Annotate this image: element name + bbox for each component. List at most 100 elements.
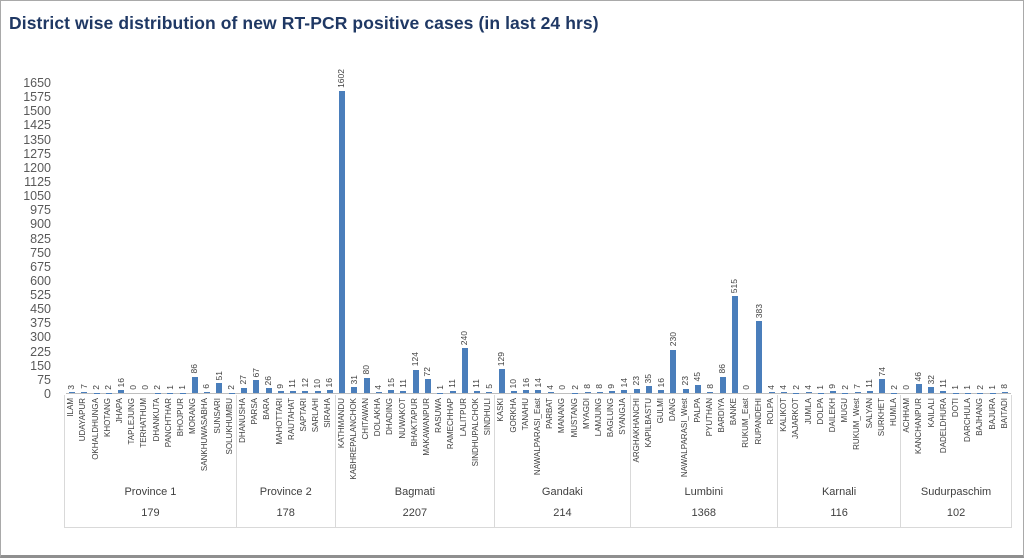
y-tick-label: 825 [30, 231, 51, 246]
district-label: BAGLUNG [605, 395, 617, 477]
district-label-text: BAITADI [999, 398, 1009, 429]
y-tick-label: 1650 [23, 76, 51, 90]
bar-column: 4 [373, 1, 385, 393]
district-label: DOLAKHA [372, 395, 384, 477]
bar-value-label: 23 [631, 376, 641, 386]
bar-column: 51 [213, 1, 225, 393]
bar-column: 2 [152, 1, 164, 393]
bar-column: 72 [422, 1, 434, 393]
bar-column: 23 [680, 1, 692, 393]
province-label: Province 1 [124, 486, 177, 498]
bar-value-label: 74 [876, 366, 887, 377]
bar-value-label: 14 [618, 377, 629, 388]
district-label-text: DAILEKH [827, 398, 837, 433]
district-label-text: TAPLEJUNG [127, 398, 137, 445]
bar-column: 9 [275, 1, 287, 393]
bar-column: 7 [78, 1, 90, 393]
district-label: GULMI [655, 395, 667, 477]
district-label-text: ACHHAM [902, 398, 912, 433]
bar-value-label: 12 [299, 378, 310, 388]
district-bar [326, 389, 333, 393]
bar-column: 515 [729, 1, 741, 393]
bar-value-label: 23 [680, 376, 691, 386]
district-label: GORKHA [507, 395, 519, 477]
district-label-text: SURKHET [876, 398, 886, 437]
district-label: LALITPUR [458, 395, 470, 477]
province-bar-group: 27 67 26 9 11 12 10 16 [238, 1, 336, 393]
province-total: 102 [946, 507, 966, 519]
district-bar [474, 390, 481, 393]
bar-value-label: 1 [815, 385, 826, 390]
y-tick-label: 75 [37, 372, 51, 387]
bar-value-label: 124 [410, 352, 421, 367]
province-label: Gandaki [541, 486, 583, 498]
district-label: PALPA [692, 395, 704, 477]
y-axis: 0 75 150 225 300 375 450 525 600 675 750 825 900 975 1… [1, 1, 59, 421]
district-label-text: RAUTAHAT [286, 398, 296, 440]
district-label: MANANG [556, 395, 568, 477]
bar-value-label: 10 [311, 378, 322, 389]
bar-column: 74 [876, 1, 888, 393]
district-label: JHAPA [114, 395, 126, 477]
district-label: KAILALI [926, 395, 938, 477]
district-bar [290, 390, 297, 393]
district-label: PARBAT [544, 395, 556, 477]
district-label-text: BAJURA [987, 398, 997, 430]
district-label-text: DARCHULA [963, 398, 973, 443]
district-label-text: DOLPA [815, 398, 825, 425]
bar-value-label: 129 [496, 351, 506, 366]
district-bar [879, 379, 886, 393]
district-bar [805, 392, 812, 393]
district-bar [535, 390, 542, 393]
bar-value-label: 9 [827, 383, 838, 389]
district-label-text: SANKHUWASABHA [200, 398, 210, 472]
bar-column: 1602 [336, 1, 348, 393]
province-bar-group: 23 35 16 230 23 45 8 86 515 0 383 4 [631, 1, 778, 393]
district-label: KALIKOT [778, 395, 790, 477]
bar-value-label: 1 [986, 385, 997, 390]
bar-value-label: 9 [275, 383, 286, 389]
district-label-text: SAPTARI [299, 398, 309, 432]
district-label-row: KALIKOT JAJARKOT JUMLA DOLPA DAILEKH MUGU RUKU… [778, 395, 900, 477]
bar-column: 9 [606, 1, 618, 393]
district-label-text: SINDHUPALCHOK [470, 398, 480, 467]
district-label: ARGHAKHANCHI [631, 395, 643, 477]
bar-value-label: 11 [471, 379, 482, 388]
bar-column: 2 [103, 1, 115, 393]
district-label: NAWALPARASI_East [532, 395, 544, 477]
district-bar [412, 369, 419, 393]
plot-area: 3 7 2 2 16 0 0 2 1 1 86 6 51 2 27 67 26 9 11 12 10 16 1602 31 80… [66, 1, 1011, 394]
district-label: RASUWA [433, 395, 445, 477]
district-label-text: UDAYAPUR [78, 398, 88, 442]
district-bar [731, 295, 738, 393]
y-tick-label: 600 [30, 273, 51, 288]
district-label-row: DHANUSHA PARSA BARA MAHOTTARI RAUTAHAT SAPTAR… [237, 395, 335, 477]
district-label-text: LAMJUNG [593, 398, 603, 437]
district-label-text: ROLPA [765, 398, 775, 425]
bar-value-label: 11 [937, 379, 948, 388]
district-bar [118, 389, 125, 393]
bar-column: 16 [115, 1, 127, 393]
province-bar-group: 1602 31 80 4 15 11 124 72 1 11 240 11 5 [336, 1, 496, 393]
y-tick-label: 300 [30, 330, 51, 345]
district-bar [780, 392, 787, 393]
district-bar [866, 390, 873, 393]
district-bar [424, 379, 431, 393]
district-bar [695, 384, 701, 393]
district-bar [719, 376, 726, 393]
bar-column: 1 [815, 1, 827, 393]
district-bar [830, 391, 837, 393]
bar-column: 10 [312, 1, 324, 393]
district-label: SYANGJA [617, 395, 629, 477]
province-bar-group: 129 10 16 14 4 0 2 8 8 9 14 [496, 1, 631, 393]
bar-value-label: 86 [189, 364, 200, 374]
bar-value-label: 2 [103, 384, 114, 390]
bar-value-label: 8 [999, 383, 1010, 389]
district-label-text: PYUTHAN [704, 398, 714, 437]
bar-column: 3 [66, 1, 78, 393]
bar-value-label: 4 [373, 384, 384, 390]
province-bar-group: 3 7 2 2 16 0 0 2 1 1 86 6 51 2 [66, 1, 238, 393]
y-tick-label: 1575 [23, 90, 51, 105]
district-label: DHADING [384, 395, 396, 477]
bar-value-label: 11 [446, 379, 457, 388]
